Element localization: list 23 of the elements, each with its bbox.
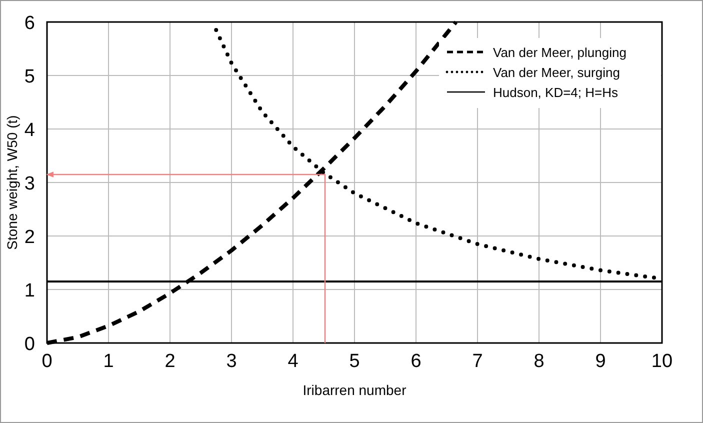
- x-tick-label: 2: [164, 351, 176, 372]
- y-tick-label: 2: [24, 227, 35, 248]
- legend-label: Van der Meer, surging: [493, 65, 620, 80]
- legend-label: Van der Meer, plunging: [493, 45, 626, 60]
- x-tick-label: 4: [288, 351, 299, 372]
- y-axis-title: Stone weight, W50 (t): [4, 115, 20, 250]
- x-tick-label: 9: [595, 351, 606, 372]
- y-tick-label: 1: [24, 280, 35, 302]
- y-tick-label: 6: [24, 13, 35, 34]
- y-tick-label: 4: [24, 120, 36, 141]
- x-tick-label: 5: [349, 351, 360, 372]
- x-tick-label: 8: [534, 351, 544, 372]
- x-tick-label: 7: [472, 351, 483, 372]
- y-tick-label: 3: [24, 174, 35, 194]
- x-axis-title: Iribarren number: [302, 382, 407, 398]
- legend-label: Hudson, KD=4; H=Hs: [493, 85, 619, 100]
- x-tick-label: 6: [410, 351, 422, 372]
- y-tick-label: 0: [24, 334, 35, 355]
- x-tick-label: 0: [42, 351, 52, 372]
- x-tick-label: 3: [226, 351, 237, 372]
- x-tick-label: 10: [651, 351, 673, 372]
- y-tick-label: 5: [24, 66, 35, 88]
- x-tick-label: 1: [103, 351, 114, 372]
